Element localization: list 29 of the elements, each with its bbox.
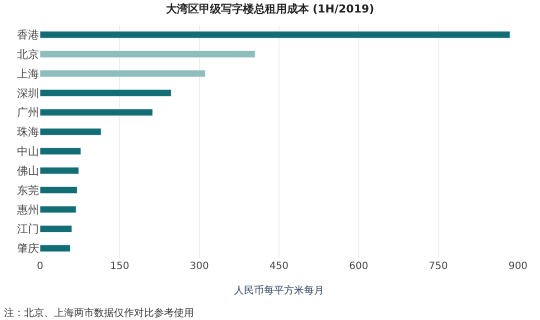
bar: [40, 186, 78, 194]
y-tick-label: 北京: [17, 48, 39, 61]
y-tick-label: 惠州: [16, 203, 39, 216]
y-tick-label: 广州: [17, 106, 39, 120]
y-tick-label: 东莞: [17, 184, 39, 197]
y-tick-label: 上海: [17, 67, 39, 80]
bar: [40, 225, 72, 233]
y-tick-label: 深圳: [17, 86, 39, 100]
bar: [40, 148, 82, 155]
bar: [40, 244, 71, 252]
x-tick-label: 900: [508, 261, 528, 272]
x-tick-label: 150: [110, 261, 130, 272]
x-tick-label: 600: [349, 261, 368, 272]
x-axis-title: 人民币每平方米每月: [234, 284, 324, 296]
y-tick-label: 珠海: [17, 126, 39, 139]
y-tick-label: 江门: [17, 222, 39, 236]
bar: [40, 128, 102, 136]
y-tick-label: 肇庆: [17, 242, 39, 256]
chart-title: 大湾区甲级写字楼总租用成本 (1H/2019): [166, 2, 374, 16]
bar: [40, 166, 80, 174]
y-tick-label: 中山: [17, 145, 39, 158]
x-tick-label: 300: [190, 261, 209, 272]
y-tick-label: 佛山: [17, 164, 39, 178]
x-tick-label: 0: [36, 261, 44, 272]
text: 注：北京、上海两市数据仅作对比参考使用: [4, 307, 194, 319]
y-tick-label: 香港: [17, 28, 39, 42]
x-tick-label: 750: [428, 261, 448, 272]
x-tick-label: 450: [269, 261, 289, 272]
bar: [40, 206, 76, 214]
